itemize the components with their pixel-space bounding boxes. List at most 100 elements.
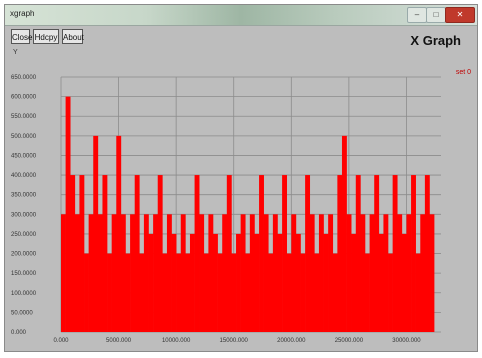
y-tick-label: 650.0000	[11, 75, 37, 81]
data-bar	[300, 253, 306, 332]
hardcopy-button[interactable]: Hdcpy	[33, 29, 59, 44]
data-bar	[424, 175, 430, 332]
data-bar	[120, 214, 126, 332]
data-bar	[383, 214, 389, 332]
data-bar	[153, 214, 159, 332]
data-bar	[217, 253, 223, 332]
data-bar	[346, 214, 352, 332]
data-bar	[369, 214, 375, 332]
data-bar	[130, 214, 135, 332]
data-bar	[355, 175, 361, 332]
data-bar	[286, 253, 292, 332]
data-bar	[332, 253, 338, 332]
legend-label: set 0	[455, 69, 471, 76]
data-bar	[102, 175, 108, 332]
data-bar	[420, 214, 426, 332]
x-tick-labels: 0.000 5000.000 10000.000 15000.000 20000.000…	[53, 338, 421, 344]
data-bar	[406, 214, 412, 332]
data-bar	[79, 175, 85, 332]
y-tick-label: 400.0000	[11, 173, 37, 179]
data-bar	[282, 175, 287, 332]
data-bar	[240, 214, 246, 332]
data-bar	[70, 175, 76, 332]
y-tick-label: 250.0000	[11, 232, 37, 238]
y-tick-label: 100.0000	[11, 291, 37, 297]
x-tick-label: 30000.000	[392, 338, 421, 344]
data-bar	[392, 175, 398, 332]
data-bar	[194, 175, 200, 332]
data-bar	[318, 214, 324, 332]
data-bar	[97, 214, 103, 332]
data-bar	[245, 253, 251, 332]
data-bar	[157, 175, 163, 332]
data-bar	[226, 175, 232, 332]
data-bar	[166, 214, 172, 332]
y-tick-label: 550.0000	[11, 114, 37, 120]
close-graph-button[interactable]: Close	[11, 29, 32, 44]
data-bar	[429, 214, 435, 332]
close-button[interactable]: ✕	[445, 7, 475, 23]
data-bar	[65, 96, 71, 332]
data-bar	[125, 253, 131, 332]
data-bar	[415, 253, 421, 332]
data-bar	[134, 175, 140, 332]
x-tick-label: 20000.000	[277, 338, 306, 344]
data-bar	[360, 214, 366, 332]
data-bar	[111, 214, 117, 332]
data-bar	[84, 253, 89, 332]
data-bar	[93, 135, 99, 332]
data-bar	[388, 253, 393, 332]
y-tick-label: 350.0000	[11, 193, 37, 199]
x-tick-label: 15000.000	[220, 338, 249, 344]
data-bar	[351, 233, 357, 332]
about-button[interactable]: About	[62, 29, 84, 44]
data-bar	[314, 253, 320, 332]
data-bar	[208, 214, 214, 332]
data-bar	[323, 233, 329, 332]
data-bar	[189, 233, 195, 332]
data-bar	[236, 233, 241, 332]
y-axis-marker: Y	[13, 49, 18, 56]
data-bar	[185, 253, 191, 332]
y-tick-label: 150.0000	[11, 271, 37, 277]
y-tick-label: 600.0000	[11, 95, 37, 101]
xgraph-window: xgraph – □ ✕ Close Hdcpy About X Graph Y…	[4, 4, 478, 352]
data-bar	[254, 233, 260, 332]
data-bar	[199, 214, 205, 332]
series-area	[61, 96, 435, 332]
data-bar	[374, 175, 380, 332]
data-bar	[263, 214, 269, 332]
title-bar[interactable]: xgraph – □ ✕	[5, 5, 477, 26]
data-bar	[378, 233, 384, 332]
y-tick-label: 500.0000	[11, 134, 37, 140]
data-bar	[272, 214, 278, 332]
data-bar	[88, 214, 94, 332]
data-bar	[365, 253, 370, 332]
data-bar	[231, 253, 237, 332]
y-tick-label: 0.000	[11, 330, 27, 336]
data-bar	[291, 214, 297, 332]
data-bar	[162, 253, 168, 332]
y-tick-label: 450.0000	[11, 153, 37, 159]
data-bar	[337, 175, 343, 332]
data-bar	[143, 214, 149, 332]
data-bar	[61, 214, 66, 332]
data-bar	[295, 233, 301, 332]
data-bar	[268, 253, 274, 332]
data-bar	[203, 253, 209, 332]
data-bar	[259, 175, 264, 332]
data-bar	[74, 214, 80, 332]
x-tick-label: 10000.000	[162, 338, 191, 344]
data-bar	[249, 214, 255, 332]
data-bar	[148, 233, 154, 332]
y-tick-label: 50.0000	[11, 310, 33, 316]
data-bar	[305, 175, 311, 332]
x-tick-label: 0.000	[53, 338, 69, 344]
y-tick-label: 300.0000	[11, 212, 37, 218]
data-bar	[397, 214, 403, 332]
data-bar	[139, 253, 145, 332]
data-bar	[213, 233, 218, 332]
graph-title: X Graph	[410, 33, 461, 48]
y-tick-labels: 0.000 50.0000 100.0000 150.0000 200.0000 250.…	[11, 75, 37, 336]
data-bar	[328, 214, 334, 332]
